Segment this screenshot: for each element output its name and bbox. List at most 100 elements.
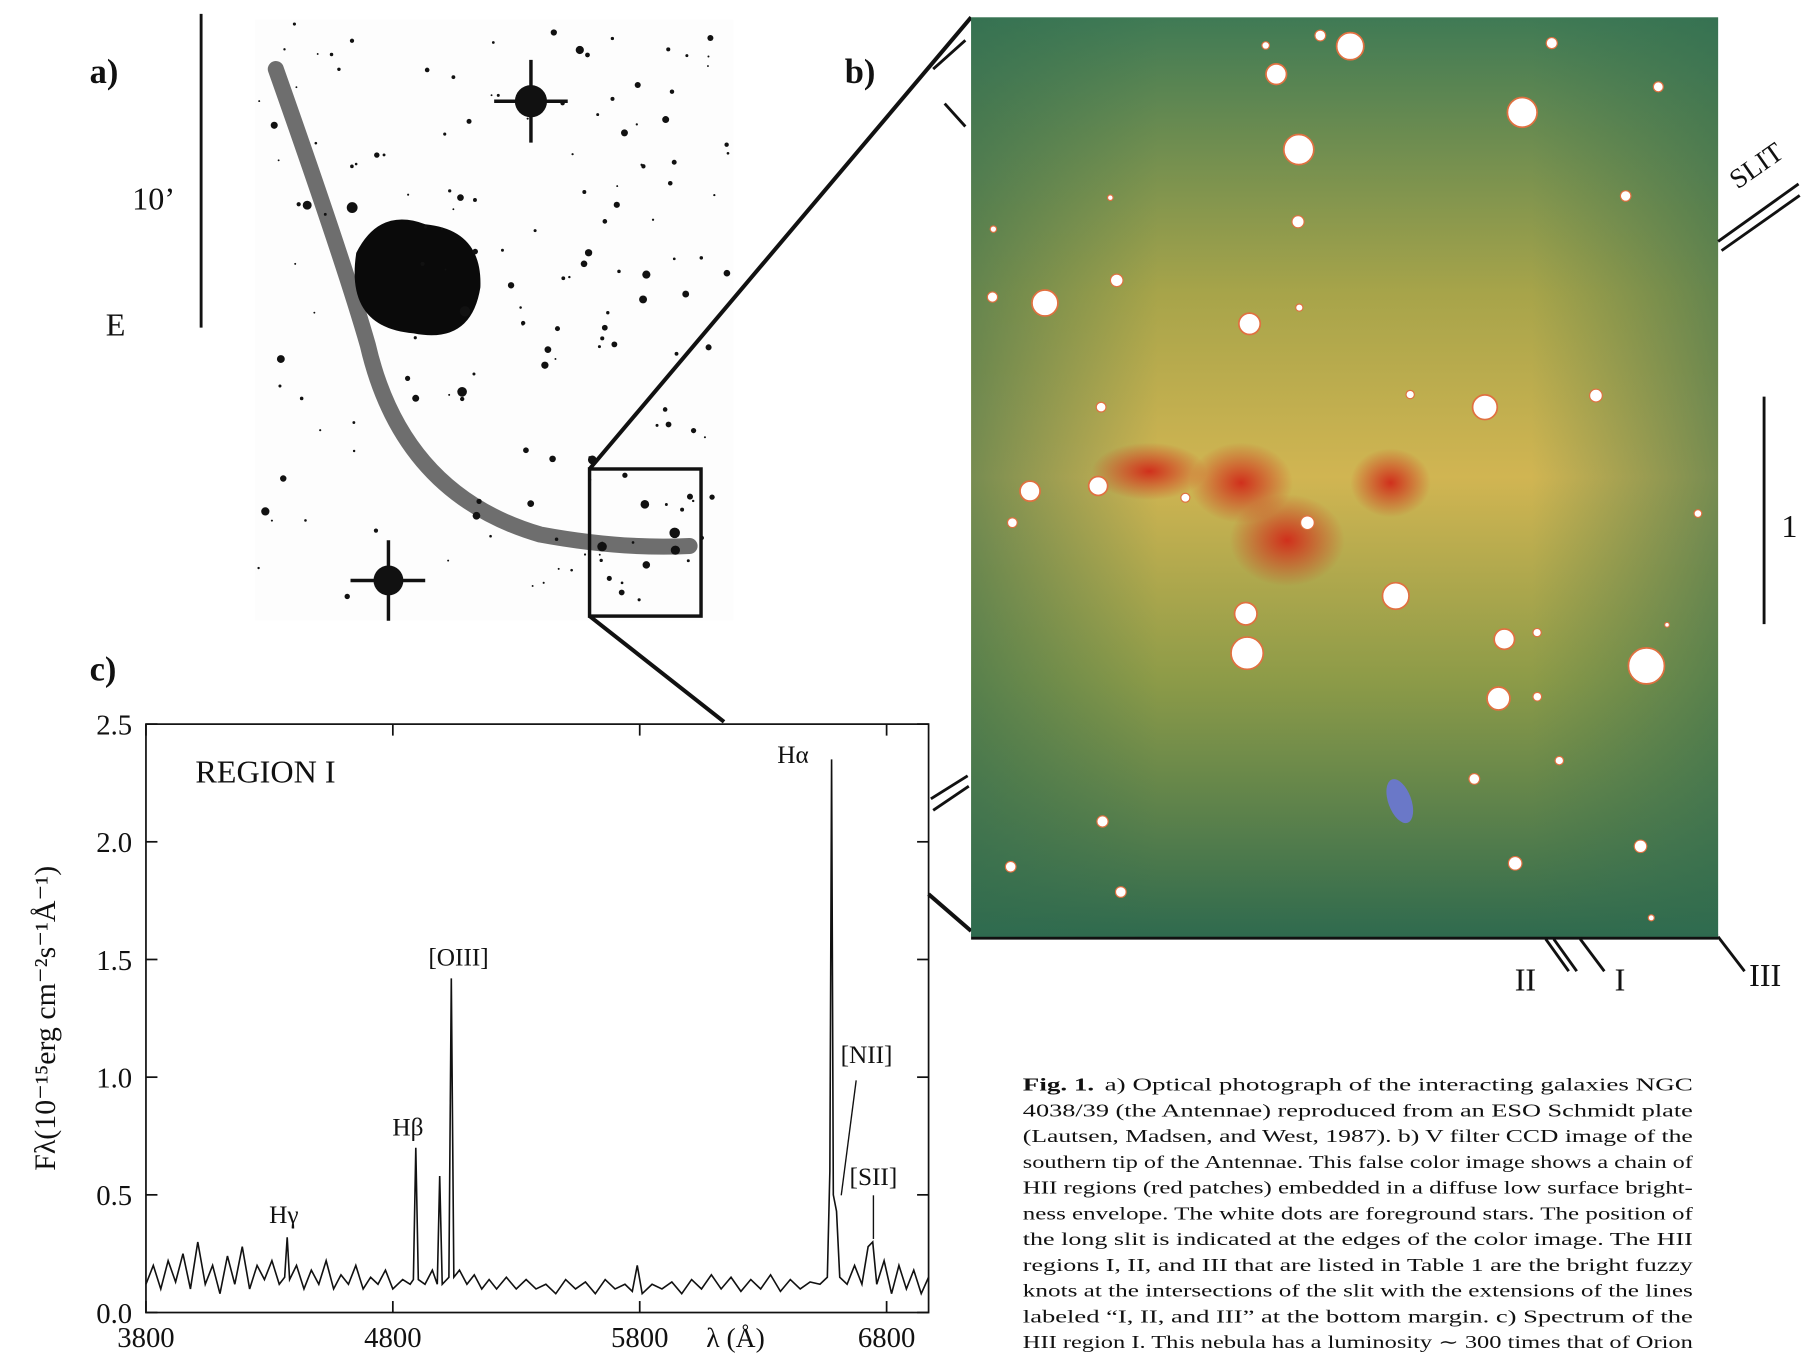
star [1020,481,1040,501]
star [687,559,690,562]
star [278,385,281,388]
star [543,582,545,584]
star [527,118,529,120]
star [611,37,614,40]
star [1533,628,1541,636]
caption-line: HII region I. This nebula has a luminosi… [1023,1332,1693,1352]
star [1590,389,1603,402]
star [603,219,608,224]
x-axis-label: λ (Å) [706,1322,765,1353]
star [704,436,706,438]
star [692,500,694,502]
star [1533,692,1542,701]
star [1337,33,1364,60]
star [1665,622,1670,627]
star [599,554,601,556]
star [554,358,556,360]
caption-line: ness envelope. The white dots are foregr… [1023,1203,1693,1223]
x-tick-label: 6800 [858,1322,915,1354]
star [619,590,625,596]
caption-line: the long slit is indicated at the edges … [1023,1229,1693,1249]
star [1653,82,1663,92]
star [534,229,537,232]
figure: a) b) c) 10’ E SLIT 1 II I III 0.00.51.0… [0,0,1802,1354]
star [424,226,427,229]
star [724,270,731,277]
star [1487,687,1510,710]
y-tick-label: 1.0 [96,1063,132,1095]
star [545,346,552,353]
star [672,160,677,165]
star [492,41,495,44]
star [313,312,315,314]
star [600,559,603,562]
star [596,113,599,116]
star [473,198,477,202]
star [414,336,417,339]
star [666,47,670,51]
star [706,344,712,350]
star [641,500,650,509]
caption-label: Fig. 1. [1023,1075,1094,1095]
star [412,395,419,402]
star [990,226,996,232]
star [1231,637,1263,669]
star [600,336,604,340]
star [277,355,285,363]
star [1296,304,1303,311]
star [691,428,696,433]
star [1301,516,1315,530]
star [447,560,449,562]
star [638,598,641,601]
star [668,181,673,186]
star [521,321,525,325]
star [350,39,354,43]
star [581,260,588,267]
star [443,133,446,136]
star [261,507,269,515]
star [407,194,409,196]
star [303,201,312,210]
star [541,362,548,369]
scale-label: 1 [1781,508,1797,544]
star [640,164,642,166]
caption-line: knots at the intersections of the slit w… [1023,1281,1693,1301]
star [271,520,273,522]
star [632,541,635,544]
star [687,494,693,500]
star [304,519,307,522]
direction-label: E [106,307,126,343]
star [472,373,475,376]
star [568,276,570,278]
star [317,53,319,55]
star [280,475,286,481]
plot-frame [146,724,929,1312]
y-tick-label: 0.5 [96,1180,132,1212]
star [680,508,684,512]
star [614,202,620,208]
star [673,257,676,260]
star [441,227,443,229]
star [1469,774,1480,785]
star [1097,816,1108,827]
spectrum-chart: 0.00.51.01.52.02.53800480058006800λ (Å)F… [29,709,928,1354]
star [476,499,481,504]
star [1235,602,1257,624]
panel-label: c) [90,650,117,688]
line-label: [NII] [841,1041,893,1069]
star [987,292,997,302]
star [347,202,358,213]
slit-label: SLIT [1723,136,1789,195]
x-tick-label: 5800 [611,1322,668,1354]
region-label: I [1615,962,1626,998]
star [467,119,472,124]
star [602,325,608,331]
line-label: Hγ [269,1201,298,1229]
star [1181,493,1190,502]
star [353,450,355,452]
chart-title: REGION I [195,754,335,790]
star [561,276,565,280]
star [707,35,713,41]
star [405,376,410,381]
star [491,94,493,96]
